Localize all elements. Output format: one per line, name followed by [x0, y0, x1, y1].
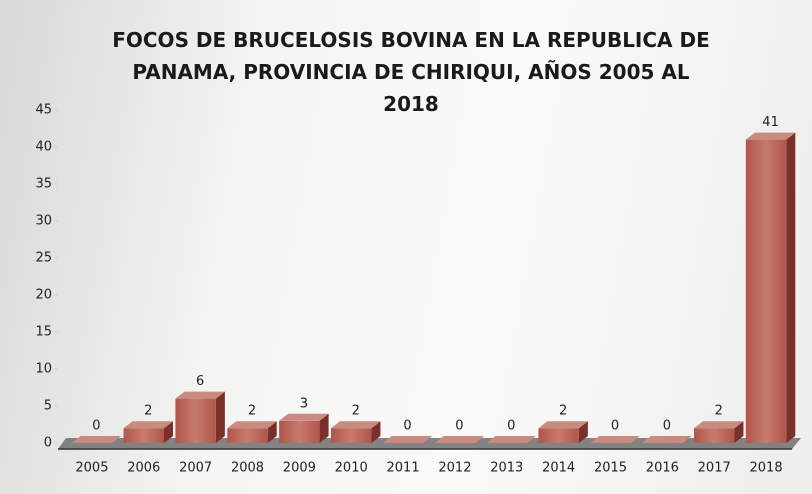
data-label: 2	[248, 404, 256, 419]
bar-side	[371, 421, 381, 443]
y-tick-label: 40	[35, 140, 52, 155]
data-label: 3	[300, 396, 308, 411]
y-tick-label: 25	[35, 251, 52, 266]
bar	[175, 398, 216, 443]
bar-top	[745, 132, 796, 140]
bar-top	[434, 436, 485, 443]
x-tick-label: 2011	[387, 461, 420, 476]
y-tick-label: 35	[35, 177, 52, 192]
bar-top	[71, 436, 122, 443]
bar-side	[578, 421, 588, 443]
x-tick-label: 2009	[283, 461, 316, 476]
bar	[745, 139, 787, 443]
data-label: 0	[455, 419, 463, 434]
data-label: 0	[92, 419, 100, 434]
bar	[330, 428, 372, 443]
data-label: 2	[715, 404, 723, 419]
bar	[227, 428, 268, 443]
bar-side	[215, 391, 225, 443]
x-tick-label: 2010	[335, 461, 368, 476]
bar-top	[175, 391, 225, 399]
bar	[123, 428, 165, 443]
y-tick-label: 20	[35, 288, 52, 303]
bar-side	[319, 413, 329, 443]
data-label: 2	[559, 404, 567, 419]
x-tick-label: 2016	[646, 461, 679, 476]
data-label: 0	[663, 419, 671, 434]
data-label: 2	[352, 404, 360, 419]
y-tick-label: 5	[44, 399, 52, 414]
data-label: 0	[611, 419, 619, 434]
y-tick-label: 45	[35, 103, 52, 118]
bar-top	[590, 436, 640, 443]
y-tick-label: 15	[35, 325, 52, 340]
bar-side	[786, 132, 796, 443]
bar-side	[734, 421, 744, 443]
x-tick-label: 2005	[75, 461, 108, 476]
x-tick-label: 2017	[698, 461, 731, 476]
bar-top	[486, 436, 537, 443]
bar-side	[267, 421, 277, 443]
y-tick-label: 30	[35, 214, 52, 229]
x-tick-label: 2015	[594, 461, 627, 476]
y-tick-label: 10	[35, 362, 52, 377]
bar	[279, 420, 320, 443]
bar-top	[642, 436, 692, 443]
y-tick-label: 0	[44, 436, 52, 451]
bar-top	[538, 421, 588, 429]
bar-top	[123, 421, 174, 429]
x-tick-label: 2018	[750, 461, 783, 476]
x-tick-label: 2006	[127, 461, 160, 476]
x-tick-label: 2014	[542, 461, 575, 476]
bar-top	[227, 421, 277, 429]
x-tick-label: 2007	[179, 461, 212, 476]
data-label: 0	[403, 419, 411, 434]
data-label: 0	[507, 419, 515, 434]
bar-top	[382, 436, 433, 443]
x-tick-label: 2013	[490, 461, 523, 476]
bar	[693, 428, 735, 443]
x-tick-label: 2012	[438, 461, 471, 476]
chart-title: FOCOS DE BRUCELOSIS BOVINA EN LA REPUBLI…	[112, 28, 710, 116]
bar	[538, 428, 579, 443]
data-label: 6	[196, 374, 204, 389]
bar-top	[279, 413, 329, 421]
bar-side	[164, 421, 174, 443]
data-label: 41	[762, 115, 779, 130]
bar-top	[693, 421, 744, 429]
data-label: 2	[144, 404, 152, 419]
bar-top	[330, 421, 381, 429]
floor	[58, 438, 801, 449]
x-tick-label: 2008	[231, 461, 264, 476]
